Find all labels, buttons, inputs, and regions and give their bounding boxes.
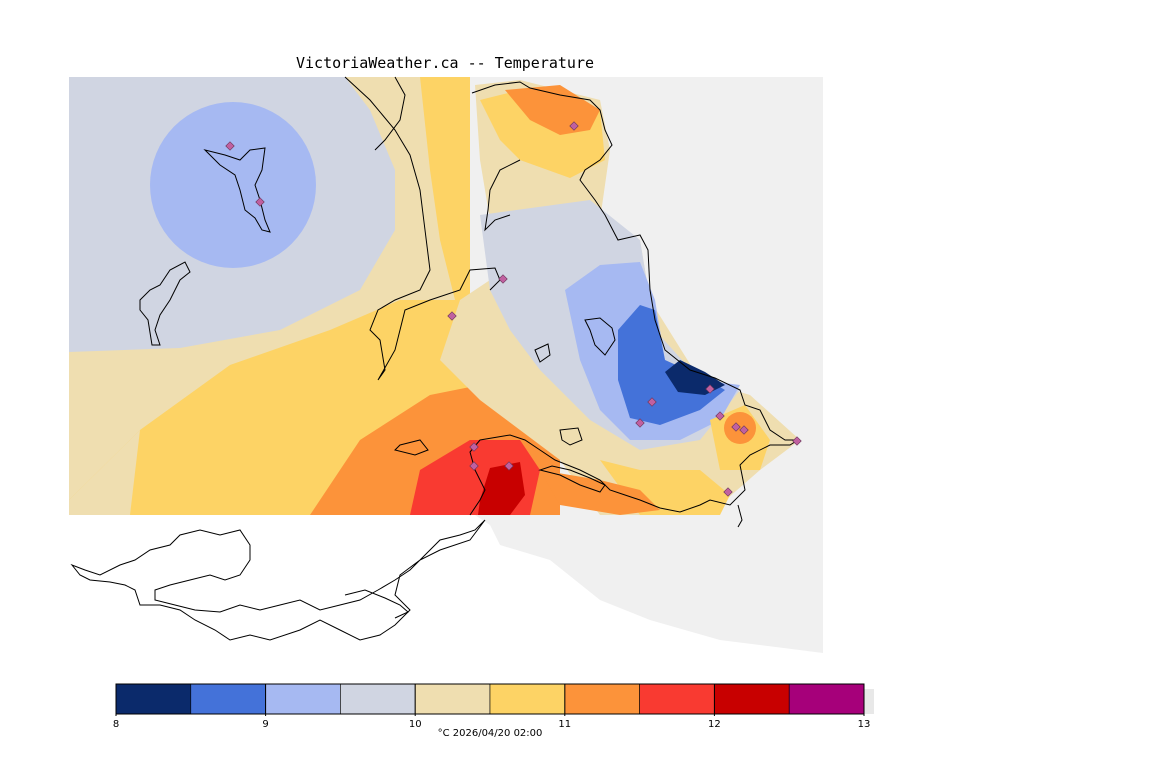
legend-tick-label: 8 [113, 719, 119, 730]
station-markers [225, 121, 802, 497]
temperature-contours [69, 77, 823, 653]
coastlines [70, 76, 800, 641]
legend-tick-label: 9 [262, 719, 268, 730]
legend-band [489, 683, 566, 715]
legend-bands [115, 683, 865, 715]
water-area [69, 515, 823, 653]
legend-caption: °C 2026/04/20 02:00 [437, 728, 543, 739]
legend-band [714, 683, 790, 715]
station-marker[interactable] [715, 411, 725, 421]
station-marker[interactable] [504, 461, 514, 471]
station-marker[interactable] [705, 384, 715, 394]
legend-tick-label: 10 [409, 719, 422, 730]
legend-tick-label: 11 [558, 719, 571, 730]
station-marker[interactable] [498, 274, 508, 284]
contour-zone-12-12.5 [478, 462, 525, 515]
station-marker[interactable] [723, 487, 733, 497]
station-marker[interactable] [255, 197, 265, 207]
station-marker[interactable] [647, 397, 657, 407]
station-marker[interactable] [635, 418, 645, 428]
station-marker[interactable] [469, 442, 479, 452]
contour-zone-8.5-9 [618, 305, 725, 425]
legend-ticks: 8 9 10 11 12 13 [113, 684, 871, 730]
legend-band [414, 683, 491, 715]
map-title: VictoriaWeather.ca -- Temperature [295, 54, 594, 72]
station-marker[interactable] [731, 422, 741, 432]
station-marker[interactable] [792, 436, 802, 446]
station-marker[interactable] [739, 425, 749, 435]
contour-zone-9-9.5-west [150, 102, 316, 268]
legend-band [265, 683, 341, 715]
legend-band [639, 683, 715, 715]
legend-tick-label: 13 [858, 719, 871, 730]
legend-band [190, 683, 266, 715]
station-marker[interactable] [225, 141, 235, 151]
legend-band [788, 683, 865, 715]
legend-tick-label: 12 [708, 719, 721, 730]
station-marker[interactable] [469, 461, 479, 471]
station-marker[interactable] [447, 311, 457, 321]
legend-band [564, 683, 640, 715]
legend-band [115, 683, 192, 715]
legend-band [340, 683, 416, 715]
station-marker[interactable] [569, 121, 579, 131]
contour-zone-11-11.5-east [724, 412, 756, 444]
